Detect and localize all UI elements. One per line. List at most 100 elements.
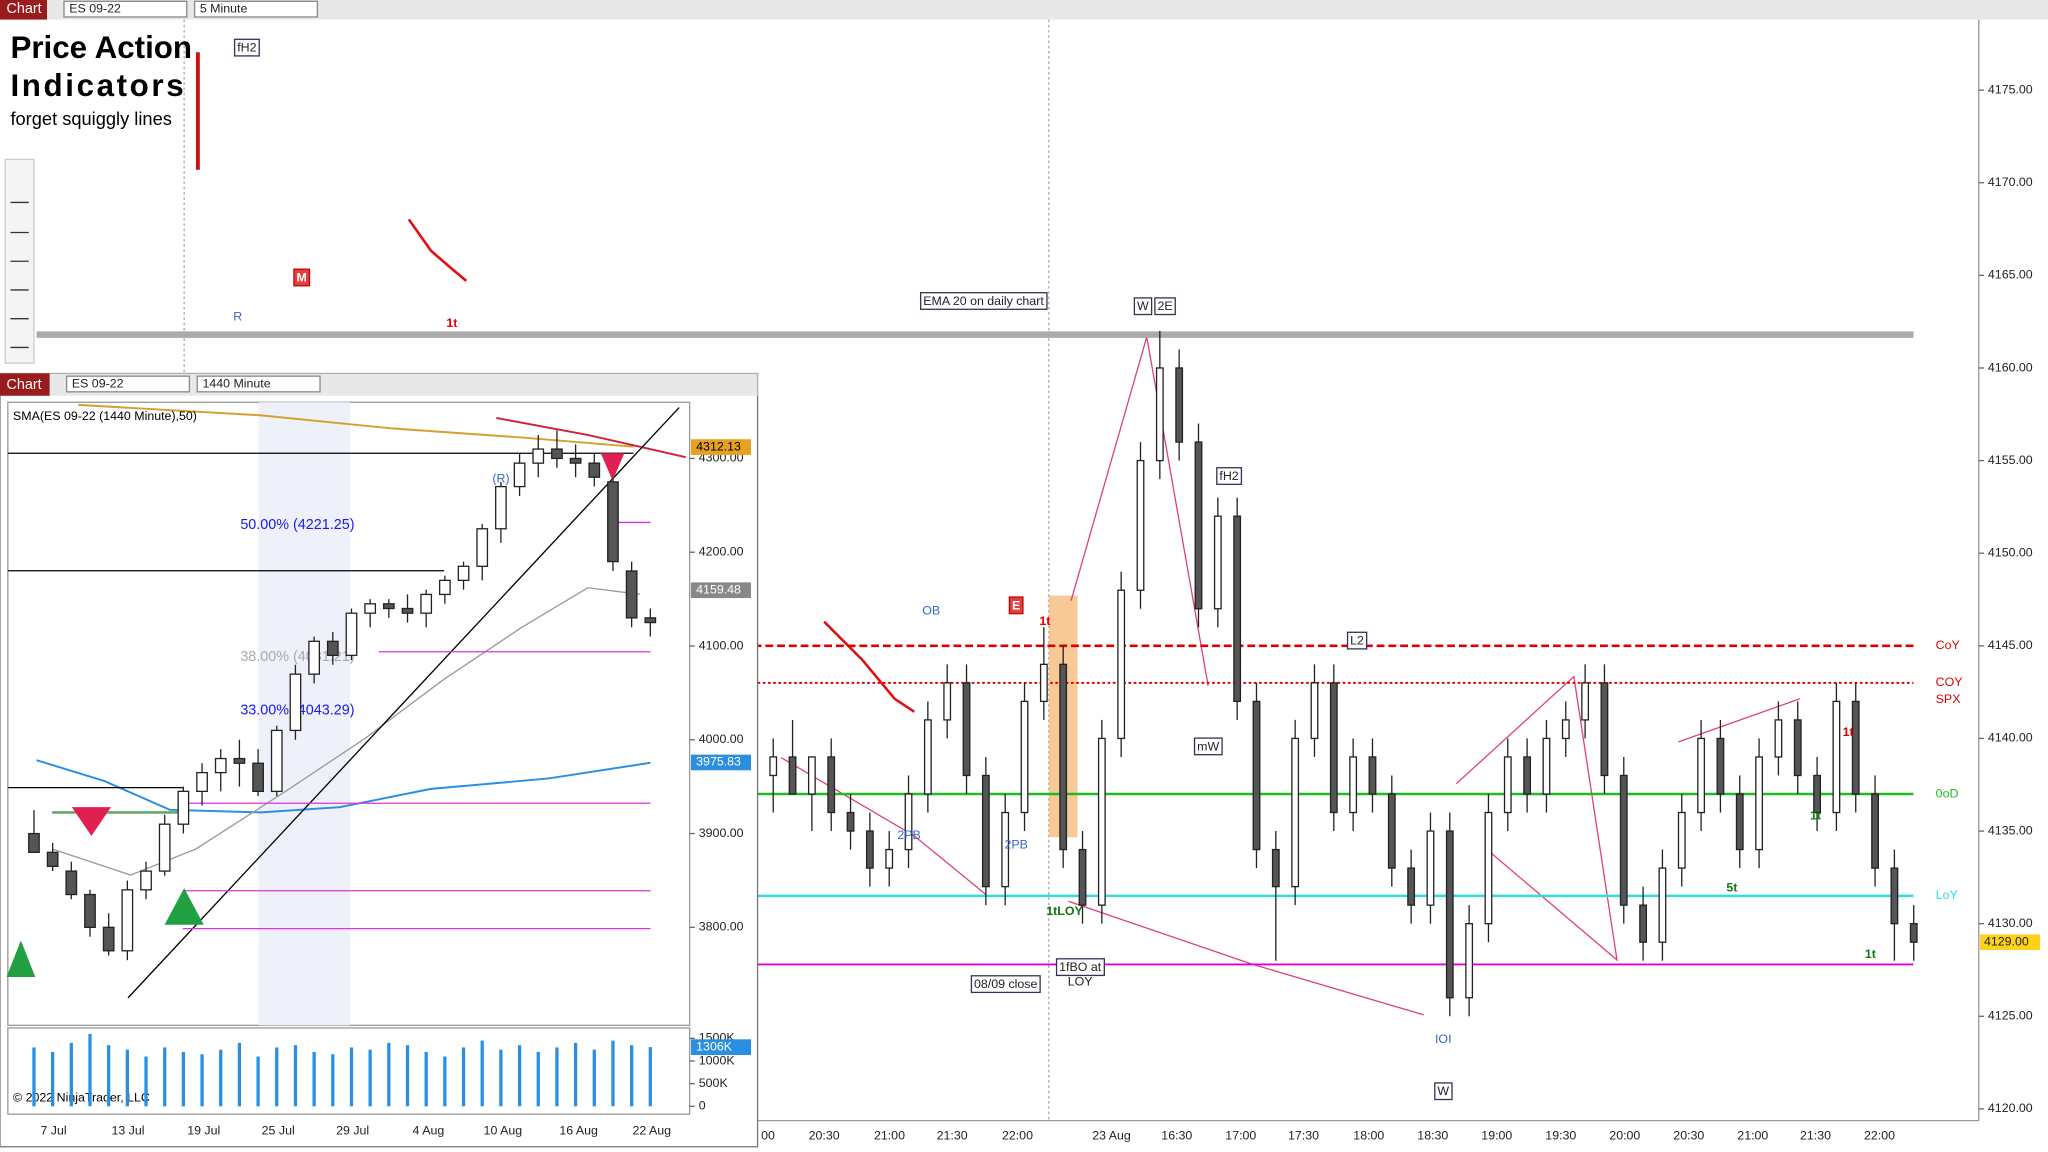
interval-select[interactable] xyxy=(196,375,321,393)
y-tick-label: 4200.00 xyxy=(699,545,744,559)
candle-body xyxy=(1175,367,1184,443)
level-label: LoY xyxy=(1936,888,1958,902)
x-tick-label: 19 Jul xyxy=(187,1123,220,1137)
chart-tab-label: Chart xyxy=(7,1,42,17)
candle-body xyxy=(846,811,855,832)
annotation: mW xyxy=(1197,739,1219,753)
last-price-label: 4129.00 xyxy=(1984,934,2029,948)
candle-body xyxy=(1271,848,1280,888)
annotation: 1tLOY xyxy=(1046,904,1083,918)
y-tick-label: 4100.00 xyxy=(699,638,744,652)
chart-tab-label: Chart xyxy=(7,377,42,393)
annotation: W xyxy=(1137,299,1149,313)
annotation: 5t xyxy=(1726,880,1737,894)
candle-body xyxy=(401,607,414,614)
chart-tab[interactable] xyxy=(0,0,48,20)
candle-body xyxy=(1291,737,1300,888)
candle-body xyxy=(438,579,451,596)
volume-tick-label: 0 xyxy=(699,1099,706,1113)
candle-body xyxy=(981,774,990,888)
annotation-box xyxy=(1055,958,1105,977)
instrument-select[interactable] xyxy=(63,0,188,18)
sma-line xyxy=(496,416,686,459)
annotation: 2E xyxy=(1157,299,1172,313)
x-tick-label: 4 Aug xyxy=(413,1123,445,1137)
annotation: fH2 xyxy=(237,41,256,55)
level-label: CoY xyxy=(1936,638,1960,652)
candle-body xyxy=(1097,737,1106,906)
marker-label: (R) xyxy=(492,472,509,486)
annotation: 2PB xyxy=(1004,837,1027,851)
main-toolbar xyxy=(0,0,2048,20)
volume-tick-label: 1000K xyxy=(699,1053,736,1067)
candle-body xyxy=(532,448,545,464)
annotation: E xyxy=(1012,598,1020,612)
price-box-label: 4312.13 xyxy=(696,439,741,453)
candle-body xyxy=(551,448,563,460)
x-tick-label: 29 Jul xyxy=(336,1123,369,1137)
sell-marker xyxy=(600,453,625,481)
candle-body xyxy=(1639,904,1648,943)
annotation: M xyxy=(297,270,307,284)
x-tick-label: 17:00 xyxy=(1225,1129,1256,1143)
price-box-label: 4159.48 xyxy=(696,583,741,597)
annotation-box xyxy=(1008,596,1024,615)
annotation: LOY xyxy=(1068,974,1093,988)
chart-tab[interactable] xyxy=(0,373,50,396)
interval-text: 1440 Minute xyxy=(202,376,270,390)
instrument-text: ES 09-22 xyxy=(72,376,124,390)
x-tick-label: 19:00 xyxy=(1481,1129,1512,1143)
candle-body xyxy=(1368,756,1377,795)
candle-body xyxy=(121,889,134,952)
x-tick-label: 21:00 xyxy=(874,1129,905,1143)
annotation: 1t xyxy=(1039,614,1050,628)
x-tick-label: 19:30 xyxy=(1545,1129,1576,1143)
candle-body xyxy=(569,457,582,464)
trend-line xyxy=(780,756,987,896)
x-tick-label: 20:30 xyxy=(809,1129,840,1143)
y-tick-label: 3900.00 xyxy=(699,826,744,840)
candle-body xyxy=(1445,830,1454,999)
candle-body xyxy=(1581,682,1590,721)
inset-shade xyxy=(258,402,351,1026)
inset-window: Chart ES 09-22 1440 Minute SMA(ES 09-22 … xyxy=(0,372,759,1148)
candle-body xyxy=(1039,663,1048,703)
candle-body xyxy=(1677,811,1686,869)
buy-marker xyxy=(164,888,204,925)
x-tick-label: 18:30 xyxy=(1417,1129,1448,1143)
interval-select[interactable] xyxy=(193,0,319,18)
level-label: SPX xyxy=(1936,692,1961,706)
candle-body xyxy=(1697,737,1706,814)
x-tick-label: 25 Jul xyxy=(262,1123,295,1137)
instrument-select[interactable] xyxy=(65,375,191,393)
y-tick-label: 4175.00 xyxy=(1988,82,2033,96)
candle-body xyxy=(102,926,115,952)
candle-body xyxy=(65,870,78,896)
candle-body xyxy=(1020,700,1029,814)
indicator-label: SMA(ES 09-22 (1440 Minute),50) xyxy=(13,409,197,423)
candle-body xyxy=(1561,719,1570,740)
annotation: 1t xyxy=(1843,725,1854,739)
candle-body xyxy=(233,757,246,764)
candle-body xyxy=(252,762,264,793)
candle-body xyxy=(1233,515,1242,703)
candle-body xyxy=(1735,793,1744,851)
trend-line xyxy=(1678,698,1801,743)
volume-box xyxy=(690,1039,752,1055)
y-tick-label: 4170.00 xyxy=(1988,175,2033,189)
x-tick-label: 18:00 xyxy=(1353,1129,1384,1143)
x-tick-label: 22:00 xyxy=(1864,1129,1895,1143)
x-tick-label: 17:30 xyxy=(1288,1129,1319,1143)
x-tick-label: 10 Aug xyxy=(484,1123,523,1137)
candle-body xyxy=(1600,682,1609,777)
candle-body xyxy=(943,682,952,721)
x-tick-label: 20:30 xyxy=(1673,1129,1704,1143)
candle-body xyxy=(1155,367,1164,462)
candle-body xyxy=(1252,700,1261,851)
copyright: © 2022 NinjaTrader, LLC xyxy=(13,1091,150,1105)
candle-body xyxy=(827,756,836,814)
candle-body xyxy=(1213,515,1222,610)
x-tick-label: 21:30 xyxy=(1800,1129,1831,1143)
x-tick-label: 16 Aug xyxy=(559,1123,598,1137)
y-tick-label: 4155.00 xyxy=(1988,453,2033,467)
